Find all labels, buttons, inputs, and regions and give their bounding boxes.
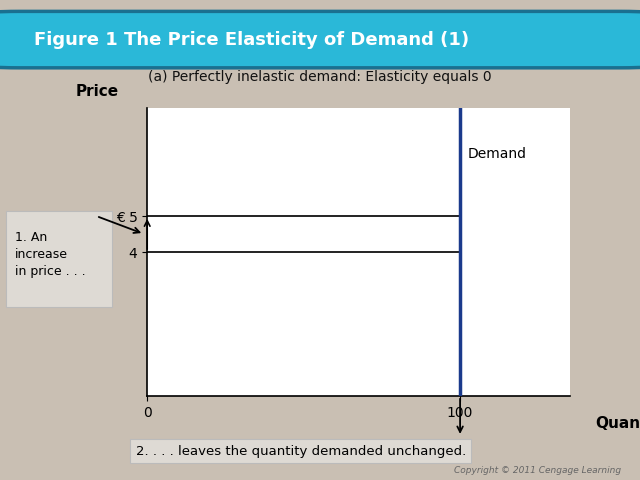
- Text: Price: Price: [76, 84, 118, 99]
- FancyBboxPatch shape: [6, 211, 112, 307]
- FancyBboxPatch shape: [0, 12, 640, 68]
- Text: 2. . . . leaves the quantity demanded unchanged.: 2. . . . leaves the quantity demanded un…: [136, 444, 466, 458]
- Text: Figure 1 The Price Elasticity of Demand (1): Figure 1 The Price Elasticity of Demand …: [34, 31, 469, 48]
- Text: 1. An
increase
in price . . .: 1. An increase in price . . .: [15, 231, 86, 278]
- Text: (a) Perfectly inelastic demand: Elasticity equals 0: (a) Perfectly inelastic demand: Elastici…: [148, 70, 492, 84]
- Text: Demand: Demand: [468, 147, 527, 161]
- Text: Copyright © 2011 Cengage Learning: Copyright © 2011 Cengage Learning: [454, 466, 621, 475]
- Text: Quantity: Quantity: [595, 416, 640, 431]
